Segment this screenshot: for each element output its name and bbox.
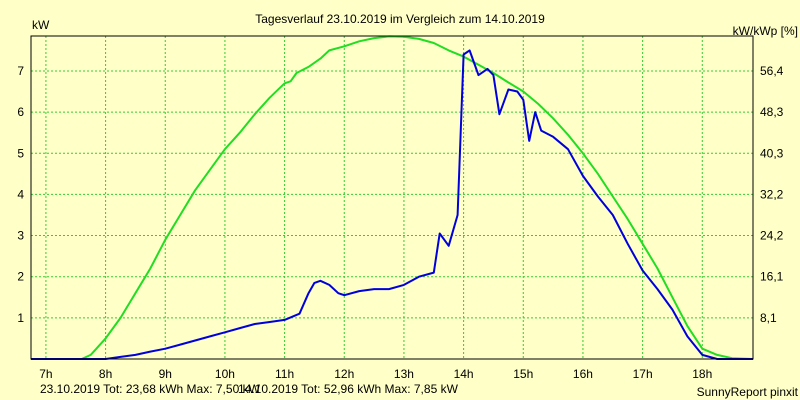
y-tick-label: 7 bbox=[17, 64, 24, 78]
x-tick-label: 11h bbox=[275, 367, 294, 381]
y-axis-label: kW bbox=[32, 18, 50, 32]
x-tick-label: 16h bbox=[573, 367, 593, 381]
x-tick-label: 10h bbox=[215, 367, 235, 381]
x-tick-label: 9h bbox=[159, 367, 172, 381]
y-tick-label: 4 bbox=[17, 187, 24, 201]
x-tick-label: 17h bbox=[633, 367, 653, 381]
x-tick-label: 13h bbox=[394, 367, 414, 381]
y-tick-label: 2 bbox=[17, 270, 24, 284]
footer-credit: SunnyReport pinxit bbox=[697, 385, 799, 399]
x-tick-label: 12h bbox=[334, 367, 354, 381]
y2-tick-label: 48,3 bbox=[760, 105, 784, 119]
y2-axis-ticks: 8,1 16,1 24,2 32,2 40,3 48,3 56,4 bbox=[760, 64, 784, 325]
y-tick-label: 1 bbox=[17, 311, 24, 325]
y2-tick-label: 32,2 bbox=[760, 187, 784, 201]
x-tick-label: 14h bbox=[454, 367, 474, 381]
y2-tick-label: 16,1 bbox=[760, 270, 784, 284]
y2-tick-label: 8,1 bbox=[760, 311, 777, 325]
y2-tick-label: 24,2 bbox=[760, 229, 784, 243]
y2-axis-label: kW/kWp [%] bbox=[733, 24, 798, 38]
y-tick-label: 6 bbox=[17, 105, 24, 119]
y2-tick-label: 56,4 bbox=[760, 64, 784, 78]
y-tick-label: 5 bbox=[17, 146, 24, 160]
x-tick-label: 15h bbox=[513, 367, 533, 381]
y-tick-label: 3 bbox=[17, 229, 24, 243]
x-tick-label: 8h bbox=[99, 367, 112, 381]
chart-title: Tagesverlauf 23.10.2019 im Vergleich zum… bbox=[255, 12, 545, 26]
x-tick-label: 7h bbox=[39, 367, 52, 381]
x-tick-label: 18h bbox=[692, 367, 712, 381]
y2-tick-label: 40,3 bbox=[760, 146, 784, 160]
grid-lines bbox=[31, 36, 753, 359]
footer-legend-14-10: 14.10.2019 Tot: 52,96 kWh Max: 7,85 kW bbox=[238, 382, 459, 396]
series-line-23.10.2019 bbox=[31, 49, 753, 360]
footer-legend-23-10: 23.10.2019 Tot: 23,68 kWh Max: 7,50 kW bbox=[40, 382, 261, 396]
x-axis-ticks: 7h 8h 9h 10h 11h 12h 13h 14h 15h 16h 17h 18h bbox=[39, 367, 712, 381]
y-axis-ticks: 1 2 3 4 5 6 7 bbox=[17, 64, 24, 325]
plot-frame bbox=[30, 35, 754, 360]
